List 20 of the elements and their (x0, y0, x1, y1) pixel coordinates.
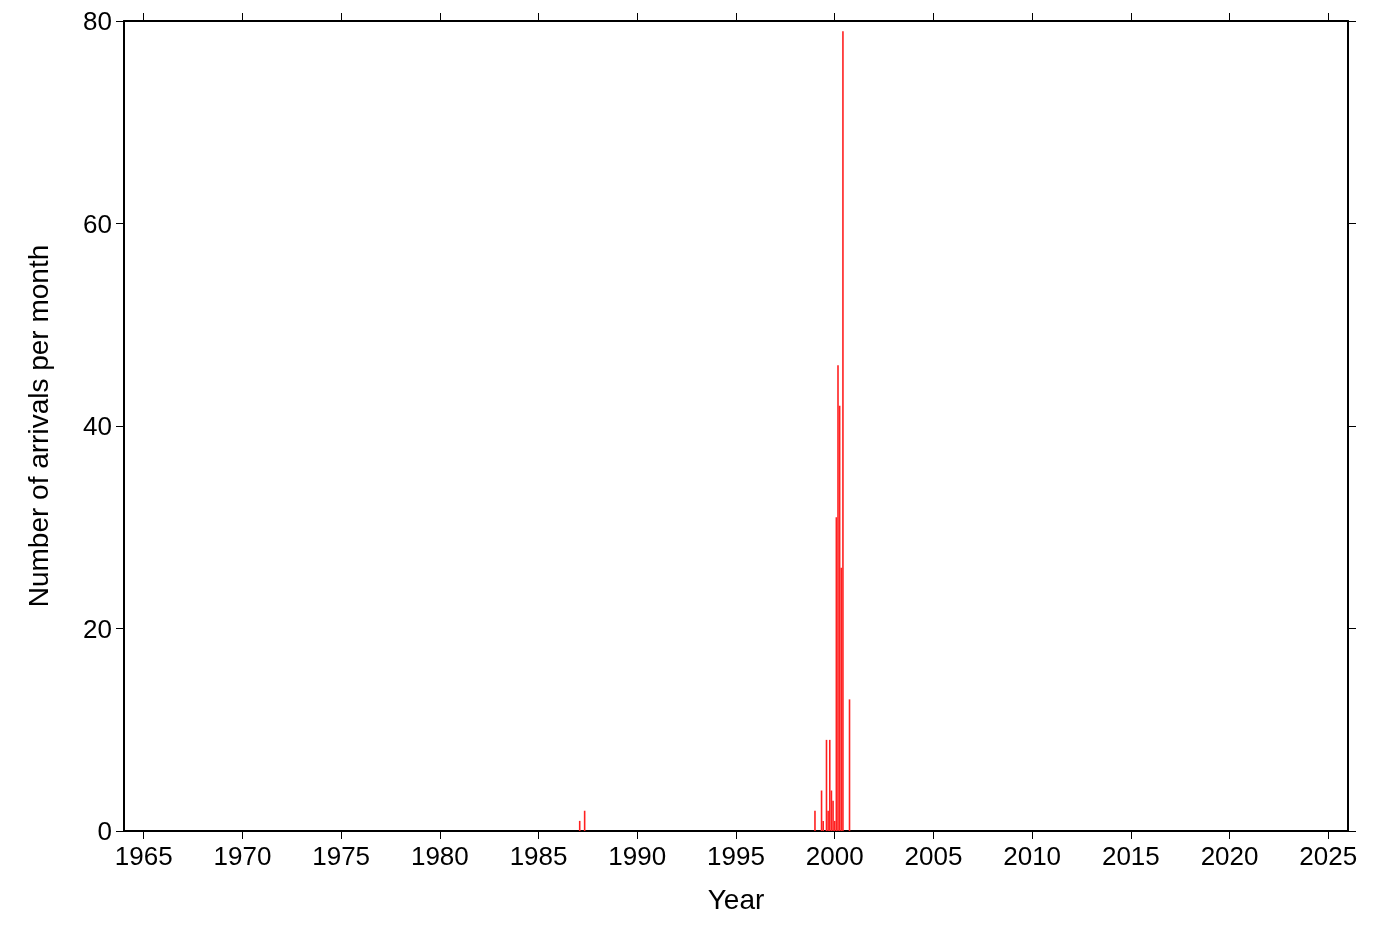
y-tick-label: 0 (97, 816, 112, 846)
x-tick-label: 1980 (410, 841, 469, 871)
x-tick-label: 1995 (707, 841, 765, 871)
x-tick-label: 2000 (805, 841, 864, 871)
y-tick-label: 20 (83, 613, 112, 644)
y-tick-label: 40 (83, 411, 112, 441)
x-tick-label: 1965 (114, 841, 173, 871)
x-tick-label: 1990 (608, 841, 667, 871)
y-tick-label: 80 (83, 6, 112, 36)
x-tick-label: 2010 (1003, 841, 1062, 871)
y-axis-title: Number of arrivals per month (22, 244, 54, 608)
x-tick-label: 2005 (904, 841, 963, 871)
x-tick-label: 1985 (509, 841, 568, 871)
x-tick-label: 1970 (213, 841, 272, 871)
x-tick-label: 2025 (1299, 841, 1358, 871)
x-axis-title: Year (707, 883, 765, 915)
x-tick-label: 2020 (1200, 841, 1259, 871)
x-tick-label: 1975 (312, 841, 371, 871)
x-tick-label: 2015 (1101, 841, 1160, 871)
y-tick-label: 60 (83, 208, 112, 239)
